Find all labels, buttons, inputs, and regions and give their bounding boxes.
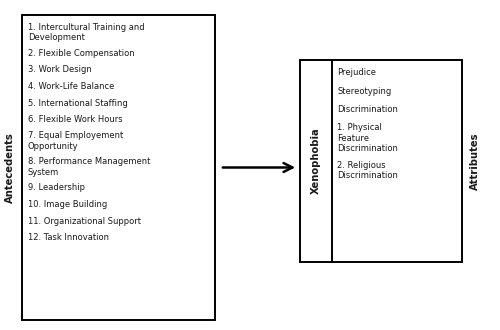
Text: Xenophobia: Xenophobia: [311, 128, 321, 194]
Bar: [300, 60, 462, 262]
Text: 2. Flexible Compensation: 2. Flexible Compensation: [28, 49, 134, 58]
Text: 7. Equal Employement
Opportunity: 7. Equal Employement Opportunity: [28, 131, 123, 151]
Text: 5. International Staffing: 5. International Staffing: [28, 98, 128, 108]
Text: Attributes: Attributes: [470, 132, 480, 190]
Text: Prejudice: Prejudice: [337, 68, 376, 77]
Text: Stereotyping: Stereotyping: [337, 86, 391, 95]
Text: 6. Flexible Work Hours: 6. Flexible Work Hours: [28, 115, 122, 124]
Text: 10. Image Building: 10. Image Building: [28, 200, 107, 209]
Text: 1. Intercultural Training and
Development: 1. Intercultural Training and Developmen…: [28, 23, 144, 42]
Text: 9. Leadership: 9. Leadership: [28, 183, 85, 192]
Text: 1. Physical
Feature
Discrimination: 1. Physical Feature Discrimination: [337, 123, 398, 153]
Text: 3. Work Design: 3. Work Design: [28, 65, 92, 75]
Text: Antecedents: Antecedents: [5, 132, 15, 203]
Text: 12. Task Innovation: 12. Task Innovation: [28, 233, 109, 242]
Text: 4. Work-Life Balance: 4. Work-Life Balance: [28, 82, 115, 91]
Text: 2. Religious
Discrimination: 2. Religious Discrimination: [337, 161, 398, 181]
Text: 8. Performance Management
System: 8. Performance Management System: [28, 157, 150, 177]
Text: 11. Organizational Support: 11. Organizational Support: [28, 216, 141, 225]
Bar: [22, 15, 215, 320]
Text: Discrimination: Discrimination: [337, 105, 398, 114]
